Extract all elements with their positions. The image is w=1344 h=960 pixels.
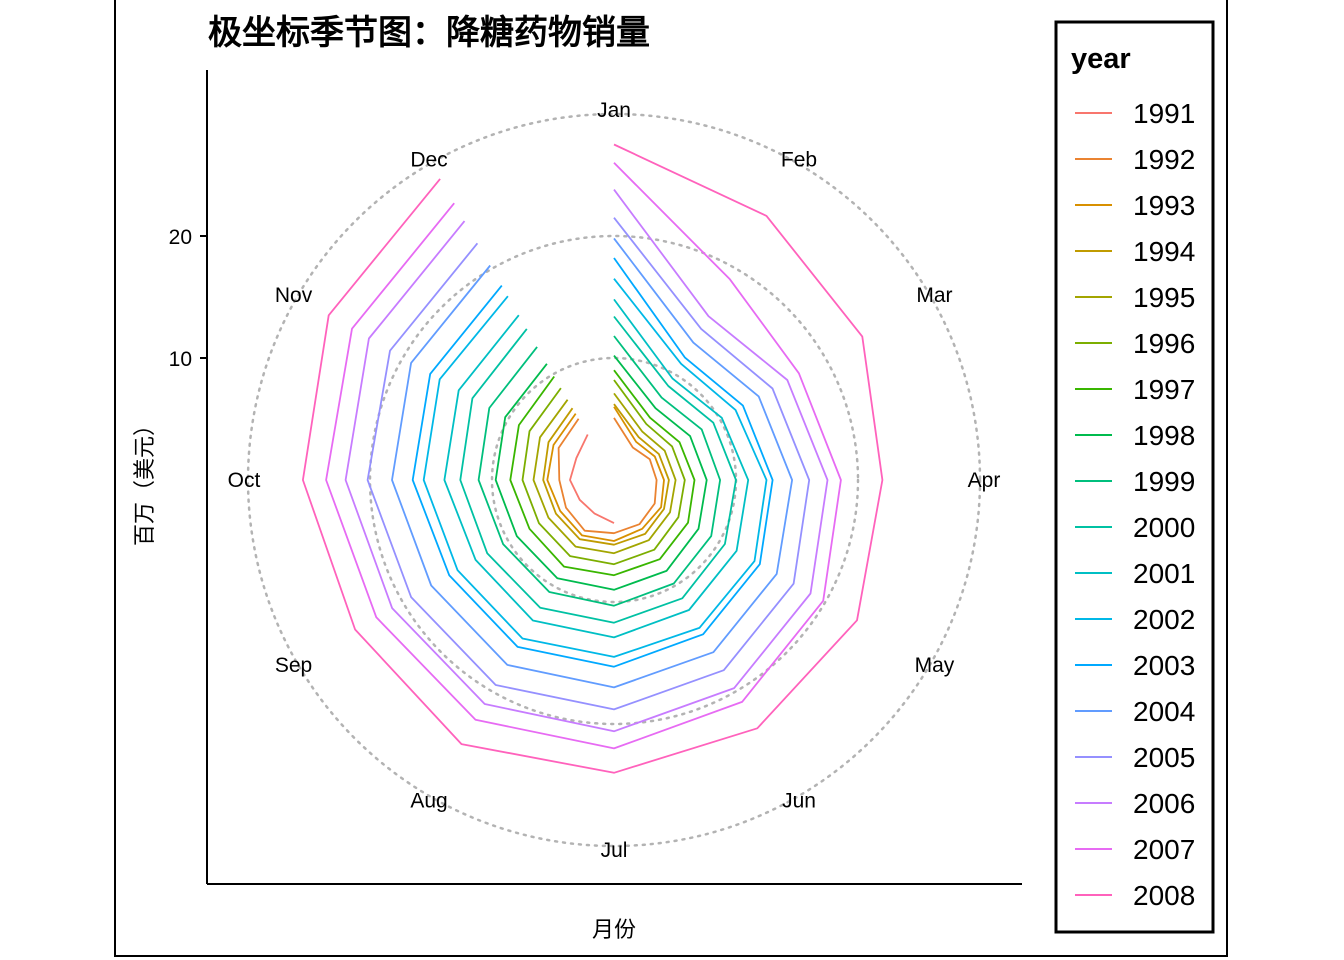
legend-label-1997: 1997 — [1133, 374, 1195, 405]
series-line-2007 — [325, 162, 842, 750]
month-label-oct: Oct — [228, 469, 261, 492]
series-line-1997 — [509, 369, 696, 577]
series-line-1996 — [521, 379, 686, 566]
series-line-2004 — [391, 237, 793, 689]
month-labels: Jan Feb Mar Apr May Jun Jul Aug Sep Oct Nov Dec — [228, 99, 1001, 862]
month-label-apr: Apr — [968, 469, 1001, 492]
legend-label-1992: 1992 — [1133, 144, 1195, 175]
series-line-2005 — [366, 217, 811, 711]
legend-entries: 1991 1992 1993 1994 1995 1996 1997 1998 1999 2000… — [1075, 98, 1195, 911]
y-axis-title: 百万（美元） — [133, 414, 158, 546]
month-label-sep: Sep — [275, 654, 312, 677]
legend-label-1995: 1995 — [1133, 282, 1195, 313]
month-label-jul: Jul — [601, 839, 628, 862]
legend-box — [1054, 20, 1215, 934]
series-line-2001 — [443, 298, 750, 639]
legend-label-1999: 1999 — [1133, 466, 1195, 497]
polar-grid — [246, 112, 982, 848]
legend-label-2003: 2003 — [1133, 650, 1195, 681]
legend-label-2002: 2002 — [1133, 604, 1195, 635]
legend-label-2005: 2005 — [1133, 742, 1195, 773]
legend-label-2007: 2007 — [1133, 834, 1195, 865]
legend-label-1996: 1996 — [1133, 328, 1195, 359]
series-line-1991 — [569, 434, 615, 524]
series-line-1995 — [532, 392, 677, 555]
y-tick-label-20: 20 — [169, 226, 192, 249]
chart-title: 极坐标季节图：降糖药物销量 — [208, 13, 650, 53]
legend-label-2000: 2000 — [1133, 512, 1195, 543]
month-label-jun: Jun — [782, 789, 816, 812]
plot-frame — [114, 0, 1228, 957]
series-line-2003 — [411, 257, 774, 668]
legend-label-1994: 1994 — [1133, 236, 1195, 267]
legend-label-1998: 1998 — [1133, 420, 1195, 451]
grid-circle-20 — [368, 234, 860, 726]
y-ticks: 10 20 — [169, 226, 207, 371]
series-line-2002 — [422, 278, 768, 658]
legend-label-1991: 1991 — [1133, 98, 1195, 129]
legend-label-2001: 2001 — [1133, 558, 1195, 589]
month-label-feb: Feb — [781, 149, 817, 172]
series-line-2006 — [344, 189, 829, 733]
month-label-aug: Aug — [410, 789, 447, 812]
y-tick-label-10: 10 — [169, 348, 192, 371]
month-label-nov: Nov — [275, 284, 313, 307]
legend-label-2008: 2008 — [1133, 880, 1195, 911]
month-label-mar: Mar — [916, 284, 952, 307]
series-line-2008 — [301, 143, 884, 774]
series-line-1998 — [494, 355, 708, 591]
series-line-1994 — [542, 403, 670, 546]
legend-title: year — [1071, 43, 1131, 75]
x-axis-title: 月份 — [592, 918, 636, 943]
series-line-1999 — [477, 335, 721, 607]
grid-circle-30 — [246, 112, 982, 848]
month-label-dec: Dec — [410, 149, 447, 172]
series-line-2000 — [459, 315, 737, 624]
series-line-1993 — [546, 406, 665, 542]
month-label-jan: Jan — [597, 99, 631, 122]
month-label-may: May — [915, 654, 955, 677]
legend-label-2004: 2004 — [1133, 696, 1195, 727]
series-lines — [301, 143, 884, 774]
legend-label-2006: 2006 — [1133, 788, 1195, 819]
series-line-1992 — [557, 417, 658, 535]
legend-label-1993: 1993 — [1133, 190, 1195, 221]
